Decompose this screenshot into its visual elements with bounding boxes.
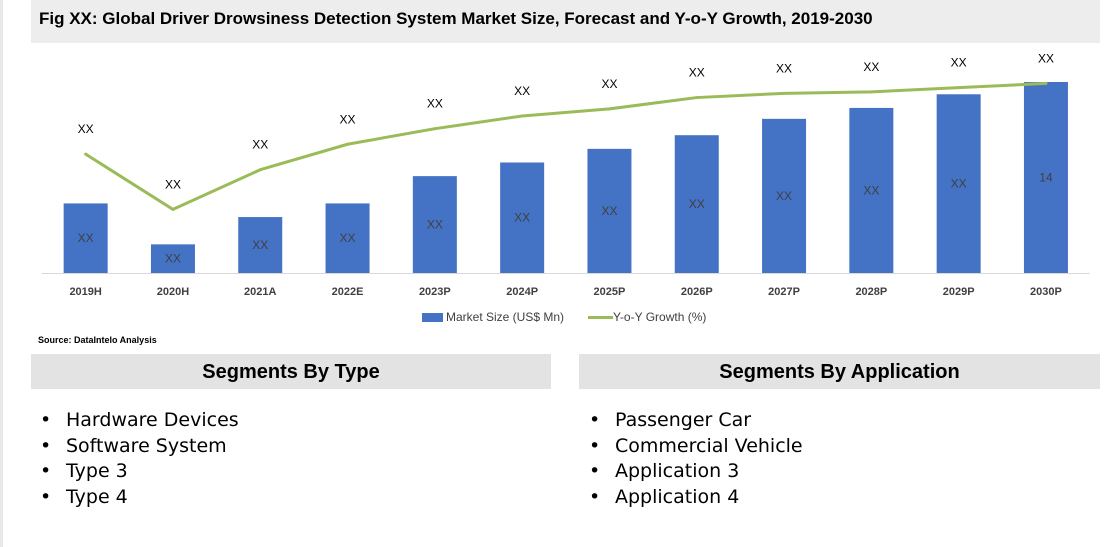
- growth-point: [433, 127, 437, 131]
- x-tick-label: 2026P: [681, 286, 713, 298]
- bar: [150, 244, 195, 273]
- bar-value-label: XX: [514, 211, 530, 225]
- chart-area: XX XX XX XX XX XX XX XX XX XX XX 14 XX XX XX XX XX XX XX XX…: [42, 51, 1090, 324]
- bar-value-label: XX: [340, 231, 356, 245]
- bullet-icon: •: [589, 485, 601, 508]
- growth-value-label: XX: [252, 138, 268, 152]
- x-tick-label: 2020H: [157, 286, 189, 298]
- bar-value-label: XX: [601, 204, 617, 218]
- x-tick-label: 2019H: [69, 286, 101, 298]
- growth-point: [869, 90, 873, 94]
- growth-value-label: XX: [601, 77, 617, 91]
- segment-item: • Software System: [40, 434, 239, 460]
- segment-item: • Application 4: [589, 485, 803, 511]
- bar-value-label: XX: [689, 197, 705, 211]
- segments-by-application-header: Segments By Application: [579, 354, 1100, 389]
- bar: [412, 176, 457, 273]
- chart-title: Fig XX: Global Driver Drowsiness Detecti…: [39, 9, 873, 28]
- segment-item-label: Commercial Vehicle: [615, 434, 803, 457]
- legend-bar-label: Market Size (US$ Mn): [446, 310, 564, 324]
- x-tick-label: 2030P: [1030, 286, 1062, 298]
- segments-by-type-header: Segments By Type: [31, 354, 551, 389]
- growth-point: [84, 152, 88, 156]
- growth-point: [346, 142, 350, 146]
- growth-value-label: XX: [78, 122, 94, 136]
- bar-value-label: XX: [776, 189, 792, 203]
- x-tick-label: 2021A: [244, 286, 276, 298]
- frame-border: [0, 0, 3, 547]
- growth-point: [520, 114, 524, 118]
- growth-value-label: XX: [427, 97, 443, 111]
- source-note: Source: DataIntelo Analysis: [38, 335, 157, 345]
- segment-item: • Type 4: [40, 485, 239, 511]
- segment-item: • Passenger Car: [589, 408, 803, 434]
- chart-title-bar: Fig XX: Global Driver Drowsiness Detecti…: [31, 0, 1100, 43]
- bar-value-label: 14: [1039, 171, 1053, 185]
- segment-item-label: Application 3: [615, 460, 740, 482]
- segment-item-label: Application 4: [615, 485, 740, 508]
- segment-item-label: Hardware Devices: [66, 409, 239, 431]
- growth-point: [171, 207, 175, 211]
- x-tick-label: 2022E: [332, 286, 364, 298]
- legend-bar-swatch: [422, 313, 443, 322]
- growth-value-label: XX: [689, 66, 705, 80]
- segments-by-type-list: • Hardware Devices • Software System • Type 3…: [40, 408, 239, 510]
- bar: [587, 148, 632, 273]
- growth-point: [607, 107, 611, 111]
- x-tick-label: 2028P: [855, 286, 887, 298]
- x-tick-label: 2027P: [768, 286, 800, 298]
- segment-item-label: Software System: [66, 434, 227, 457]
- bar: [762, 118, 807, 273]
- growth-value-label: XX: [514, 84, 530, 98]
- bullet-icon: •: [589, 409, 601, 431]
- segment-item: • Type 3: [40, 459, 239, 485]
- bar: [500, 162, 545, 273]
- growth-point: [957, 86, 961, 90]
- growth-point: [258, 168, 262, 172]
- bar-value-label: XX: [165, 252, 181, 266]
- x-tick-label: 2025P: [594, 286, 626, 298]
- segment-item-label: Passenger Car: [615, 409, 752, 431]
- bar: [238, 217, 283, 273]
- segment-item-label: Type 3: [66, 460, 128, 482]
- bar: [849, 107, 894, 274]
- bar: [674, 135, 719, 273]
- segment-item: • Hardware Devices: [40, 408, 239, 434]
- bar: [936, 94, 981, 274]
- x-tick-label: 2024P: [506, 286, 538, 298]
- growth-point: [782, 91, 786, 95]
- bullet-icon: •: [40, 409, 52, 431]
- growth-value-label: XX: [340, 112, 356, 126]
- growth-value-label: XX: [863, 60, 879, 74]
- bar-value-label: XX: [951, 177, 967, 191]
- growth-line: [84, 81, 1047, 211]
- bullet-icon: •: [589, 460, 601, 482]
- bullet-icon: •: [40, 460, 52, 482]
- x-tick-label: 2029P: [943, 286, 975, 298]
- segment-item: • Commercial Vehicle: [589, 434, 803, 460]
- bar: [63, 203, 108, 273]
- bullet-icon: •: [40, 485, 52, 508]
- segments-by-application-list: • Passenger Car • Commercial Vehicle • Applic…: [589, 408, 803, 510]
- bullet-icon: •: [40, 434, 52, 457]
- bar: [325, 203, 370, 273]
- growth-value-label: XX: [165, 177, 181, 191]
- growth-point: [1044, 81, 1048, 85]
- bar: [1023, 82, 1068, 273]
- bar-value-label: XX: [252, 238, 268, 252]
- segment-item: • Application 3: [589, 459, 803, 485]
- bar-value-label: XX: [863, 183, 879, 197]
- growth-value-label: XX: [951, 56, 967, 70]
- growth-value-label: XX: [776, 61, 792, 75]
- growth-value-label: XX: [1038, 51, 1054, 65]
- growth-point: [695, 96, 699, 100]
- bar-value-label: XX: [78, 231, 94, 245]
- segment-item-label: Type 4: [66, 485, 128, 508]
- bar-value-label: XX: [427, 218, 443, 232]
- legend-line-label: Y-o-Y Growth (%): [613, 310, 706, 324]
- bullet-icon: •: [589, 434, 601, 457]
- x-tick-label: 2023P: [419, 286, 451, 298]
